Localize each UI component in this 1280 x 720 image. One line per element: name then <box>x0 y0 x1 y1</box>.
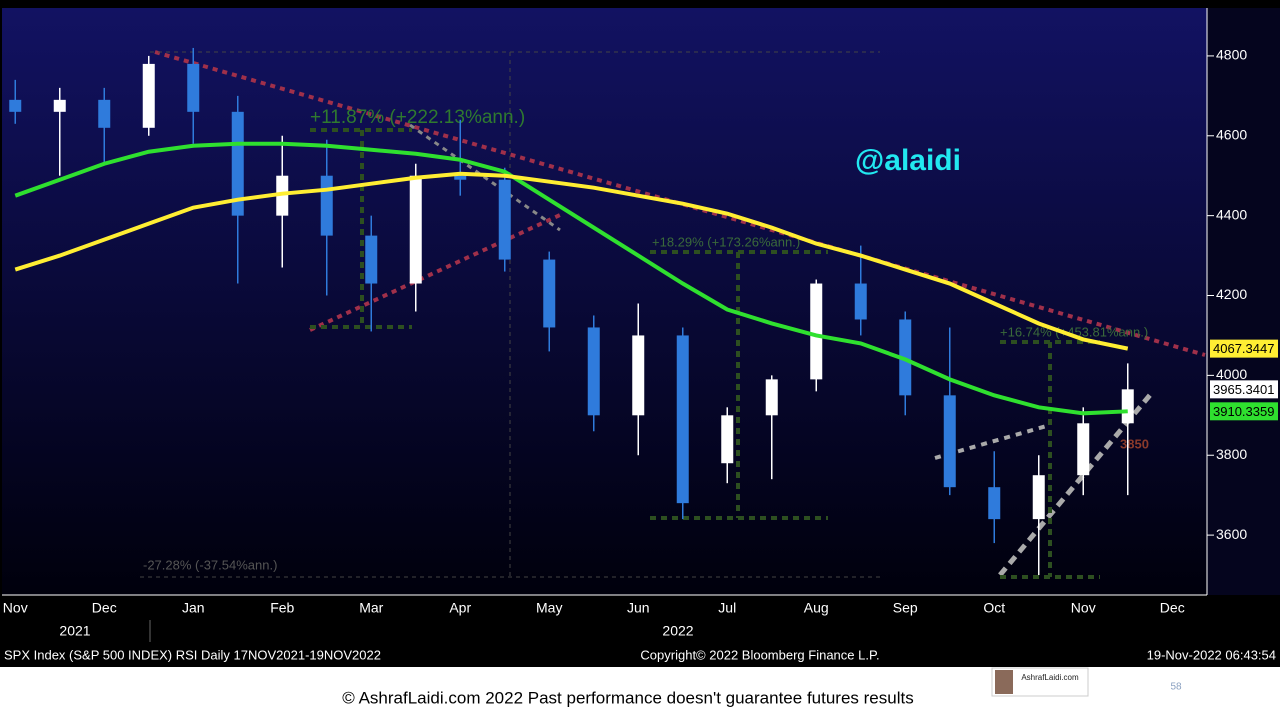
x-tick-label: Jul <box>718 600 736 616</box>
candle-body <box>1077 423 1090 476</box>
x-tick-label: Jan <box>182 600 205 616</box>
x-tick-label: Nov <box>1071 600 1096 616</box>
year-label: 2022 <box>662 623 693 639</box>
candle-body <box>498 179 511 260</box>
x-tick-label: Feb <box>270 600 294 616</box>
x-tick-label: Aug <box>804 600 829 616</box>
trendline <box>998 393 1152 577</box>
price-tag <box>1210 339 1278 358</box>
candle-body <box>53 99 66 112</box>
x-tick-label: Jun <box>627 600 650 616</box>
annotation: 3850 <box>1120 436 1149 451</box>
price-tag <box>1210 380 1278 399</box>
candle-body <box>632 335 645 416</box>
candle-body <box>231 111 244 216</box>
candle-body <box>320 175 333 236</box>
x-tick-label: May <box>536 600 562 616</box>
logo-photo <box>995 670 1013 694</box>
plot-area <box>2 8 1207 595</box>
page-number: 58 <box>1170 682 1182 693</box>
y-tick-label: 4400 <box>1216 206 1247 222</box>
measure-guides <box>140 51 880 578</box>
candle-body <box>765 379 778 416</box>
ma-line <box>14 171 1129 351</box>
x-tick-label: Oct <box>983 600 1005 616</box>
price-tag-label: 4067.3447 <box>1213 341 1274 356</box>
info-text: SPX Index (S&P 500 INDEX) RSI Daily 17NO… <box>4 647 381 662</box>
candle-body <box>810 283 823 380</box>
x-tick-label: Apr <box>449 600 471 616</box>
y-tick-label: 3600 <box>1216 526 1247 542</box>
candle-body <box>988 487 1001 520</box>
candle-body <box>142 63 155 128</box>
info-bar <box>0 645 1280 667</box>
x-tick-label: Dec <box>1160 600 1185 616</box>
annotation: +16.74% (+453.81%ann.) <box>1000 324 1148 339</box>
candle-body <box>98 99 111 128</box>
candle-body <box>943 395 956 488</box>
candle-body <box>409 175 422 284</box>
y-tick-label: 4800 <box>1216 47 1247 63</box>
candle-body <box>365 235 378 284</box>
x-tick-label: Dec <box>92 600 117 616</box>
marks: 3600 3800 4000 4200 4400 4600 4800 Nov Dec Jan Feb… <box>3 47 1278 616</box>
candle-body <box>1032 475 1045 520</box>
price-tag <box>1210 402 1278 421</box>
candle-body <box>676 335 689 504</box>
candle-body <box>543 259 556 328</box>
y-tick-label: 4000 <box>1216 366 1247 382</box>
candle-body <box>587 327 600 416</box>
annotation: +18.29% (+173.26%ann.) <box>652 234 800 249</box>
ma-line <box>14 141 1128 416</box>
y-tick-label: 4600 <box>1216 126 1247 142</box>
x-tick-label: Mar <box>359 600 383 616</box>
annotation: +11.87% (+222.13%ann.) <box>310 107 525 128</box>
y-tick-label: 4200 <box>1216 286 1247 302</box>
trendline <box>409 123 561 232</box>
price-tag-label: 3910.3359 <box>1213 404 1274 419</box>
trendline <box>154 50 1206 357</box>
year-label: 2021 <box>59 623 90 639</box>
x-tick-label: Nov <box>3 600 28 616</box>
candle-body <box>721 415 734 464</box>
candle-body <box>9 99 22 112</box>
trendline <box>934 423 1051 460</box>
candle-body <box>854 283 867 320</box>
price-tag-label: 3965.3401 <box>1213 382 1274 397</box>
y-tick-label: 3800 <box>1216 446 1247 462</box>
x-tick-label: Sep <box>893 600 918 616</box>
candle-body <box>187 63 200 112</box>
candle-body <box>454 175 467 180</box>
footer: © AshrafLaidi.com 2022 Past performance … <box>342 688 913 707</box>
annotation: -27.28% (-37.54%ann.) <box>143 557 277 572</box>
logo-text: AshrafLaidi.com <box>1021 673 1079 682</box>
watermark: @alaidi <box>855 144 961 177</box>
info-text: 19-Nov-2022 06:43:54 <box>1147 647 1276 662</box>
candle-body <box>1121 389 1134 424</box>
y-axis-area <box>1207 8 1280 595</box>
info-text: Copyright© 2022 Bloomberg Finance L.P. <box>640 647 879 662</box>
measure-boxes <box>310 128 1100 579</box>
